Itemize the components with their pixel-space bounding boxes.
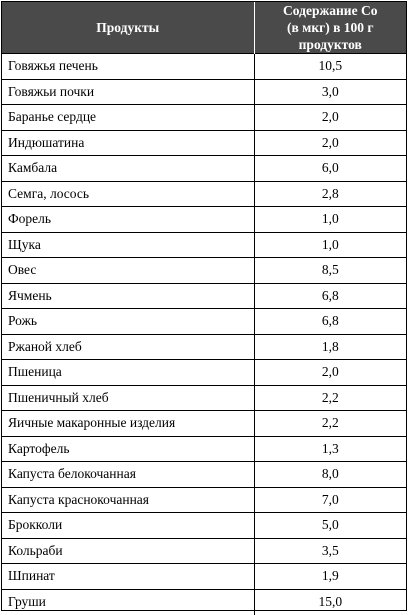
product-name: Баранье сердце: [2, 104, 255, 130]
cobalt-value: 7,0: [254, 486, 406, 513]
table-row: Капуста краснокочанная 7,0: [2, 486, 406, 513]
table-row: Щука 1,0: [2, 231, 406, 258]
cobalt-value: 1,3: [254, 435, 406, 462]
cobalt-value: 1,8: [254, 333, 406, 360]
table-row: Кольраби 3,5: [2, 537, 406, 564]
header-products: Продукты: [2, 2, 255, 54]
cobalt-value: 6,0: [254, 155, 406, 181]
product-name: Пшеница: [2, 359, 255, 385]
cobalt-value: 3,0: [254, 78, 406, 105]
product-name: Говяжья печень: [2, 53, 255, 79]
product-name: Кольраби: [2, 537, 255, 564]
table-row: Груши 15,0: [2, 588, 406, 615]
table-row: Брокколи 5,0: [2, 512, 406, 538]
product-name: Рожь: [2, 308, 255, 334]
product-name: Капуста краснокочанная: [2, 486, 255, 513]
table-row: Капуста белокочанная 8,0: [2, 461, 406, 487]
cobalt-value: 2,0: [254, 359, 406, 385]
header-row: Продукты Содержание Co (в мкг) в 100 г п…: [2, 2, 406, 54]
product-name: Говяжьи почки: [2, 78, 255, 105]
table-row: Баранье сердце 2,0: [2, 104, 406, 130]
table-row: Пшеничный хлеб 2,2: [2, 384, 406, 411]
cobalt-value: 8,5: [254, 257, 406, 283]
product-name: Пшеничный хлеб: [2, 384, 255, 411]
cobalt-value: 15,0: [254, 588, 406, 615]
table-body: Говяжья печень 10,5 Говяжьи почки 3,0 Бара…: [2, 53, 406, 615]
product-name: Камбала: [2, 155, 255, 181]
product-name: Семга, лосось: [2, 180, 255, 207]
table-row: Рожь 6,8: [2, 308, 406, 334]
product-name: Шпинат: [2, 563, 255, 589]
product-name: Яичные макаронные изделия: [2, 410, 255, 436]
product-name: Груши: [2, 588, 255, 615]
cobalt-value: 1,9: [254, 563, 406, 589]
table-row: Семга, лосось 2,8: [2, 180, 406, 207]
cobalt-value: 6,8: [254, 282, 406, 309]
header-cobalt-content-line2: (в мкг) в 100 г продуктов: [286, 20, 374, 52]
table-row: Форель 1,0: [2, 206, 406, 232]
table-row: Яичные макаронные изделия 2,2: [2, 410, 406, 436]
table-row: Картофель 1,3: [2, 435, 406, 462]
cobalt-value: 6,8: [254, 308, 406, 334]
product-name: Брокколи: [2, 512, 255, 538]
header-cobalt-content-line1: Содержание Co: [283, 3, 378, 18]
table-row: Овес 8,5: [2, 257, 406, 283]
table-row: Говяжья печень 10,5: [2, 53, 406, 79]
table-row: Шпинат 1,9: [2, 563, 406, 589]
cobalt-value: 10,5: [254, 53, 406, 79]
cobalt-value: 2,0: [254, 129, 406, 156]
table-row: Ржаной хлеб 1,8: [2, 333, 406, 360]
product-name: Ржаной хлеб: [2, 333, 255, 360]
header-cobalt-content: Содержание Co (в мкг) в 100 г продуктов: [254, 2, 406, 54]
cobalt-value: 2,2: [254, 410, 406, 436]
table-row: Ячмень 6,8: [2, 282, 406, 309]
product-name: Индюшатина: [2, 129, 255, 156]
table-row: Индюшатина 2,0: [2, 129, 406, 156]
cobalt-value: 8,0: [254, 461, 406, 487]
cobalt-value: 5,0: [254, 512, 406, 538]
product-name: Форель: [2, 206, 255, 232]
product-name: Капуста белокочанная: [2, 461, 255, 487]
cobalt-value: 3,5: [254, 537, 406, 564]
product-name: Овес: [2, 257, 255, 283]
cobalt-value: 1,0: [254, 231, 406, 258]
cobalt-value: 2,0: [254, 104, 406, 130]
cobalt-value: 2,2: [254, 384, 406, 411]
table-row: Камбала 6,0: [2, 155, 406, 181]
cobalt-value: 1,0: [254, 206, 406, 232]
product-name: Ячмень: [2, 282, 255, 309]
product-name: Щука: [2, 231, 255, 258]
table-row: Говяжьи почки 3,0: [2, 78, 406, 105]
product-name: Картофель: [2, 435, 255, 462]
cobalt-value: 2,8: [254, 180, 406, 207]
table-row: Пшеница 2,0: [2, 359, 406, 385]
table-header: Продукты Содержание Co (в мкг) в 100 г п…: [2, 2, 406, 54]
